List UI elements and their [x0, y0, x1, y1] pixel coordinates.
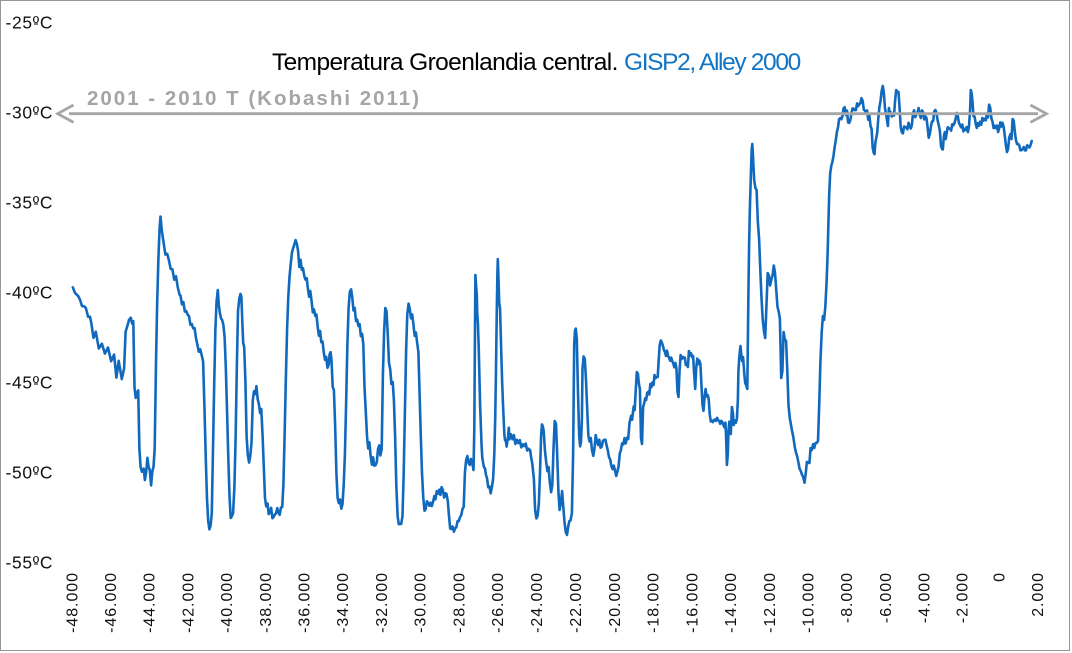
- svg-text:-42.000: -42.000: [180, 572, 197, 633]
- svg-text:-24.000: -24.000: [529, 572, 546, 633]
- svg-text:-2.000: -2.000: [954, 572, 971, 623]
- svg-text:-46.000: -46.000: [103, 572, 120, 633]
- svg-text:-4.000: -4.000: [917, 572, 934, 623]
- svg-text:-16.000: -16.000: [684, 572, 701, 633]
- svg-text:-40.000: -40.000: [219, 572, 236, 633]
- svg-text:-26.000: -26.000: [490, 572, 507, 633]
- svg-text:-6.000: -6.000: [878, 572, 895, 623]
- svg-text:-10.000: -10.000: [801, 572, 818, 633]
- svg-text:-36.000: -36.000: [297, 572, 314, 633]
- svg-text:-18.000: -18.000: [646, 572, 663, 633]
- svg-text:-28.000: -28.000: [452, 572, 469, 633]
- svg-text:-32.000: -32.000: [374, 572, 391, 633]
- svg-text:-34.000: -34.000: [335, 572, 352, 633]
- svg-text:-48.000: -48.000: [65, 572, 82, 633]
- svg-text:-14.000: -14.000: [723, 572, 740, 633]
- svg-text:-44.000: -44.000: [142, 572, 159, 633]
- svg-text:-22.000: -22.000: [568, 572, 585, 633]
- svg-text:-38.000: -38.000: [258, 572, 275, 633]
- svg-text:-20.000: -20.000: [607, 572, 624, 633]
- svg-text:0: 0: [992, 572, 1009, 582]
- svg-text:2.000: 2.000: [1030, 572, 1047, 617]
- svg-text:-12.000: -12.000: [762, 572, 779, 633]
- svg-text:-30.000: -30.000: [413, 572, 430, 633]
- svg-text:-8.000: -8.000: [839, 572, 856, 623]
